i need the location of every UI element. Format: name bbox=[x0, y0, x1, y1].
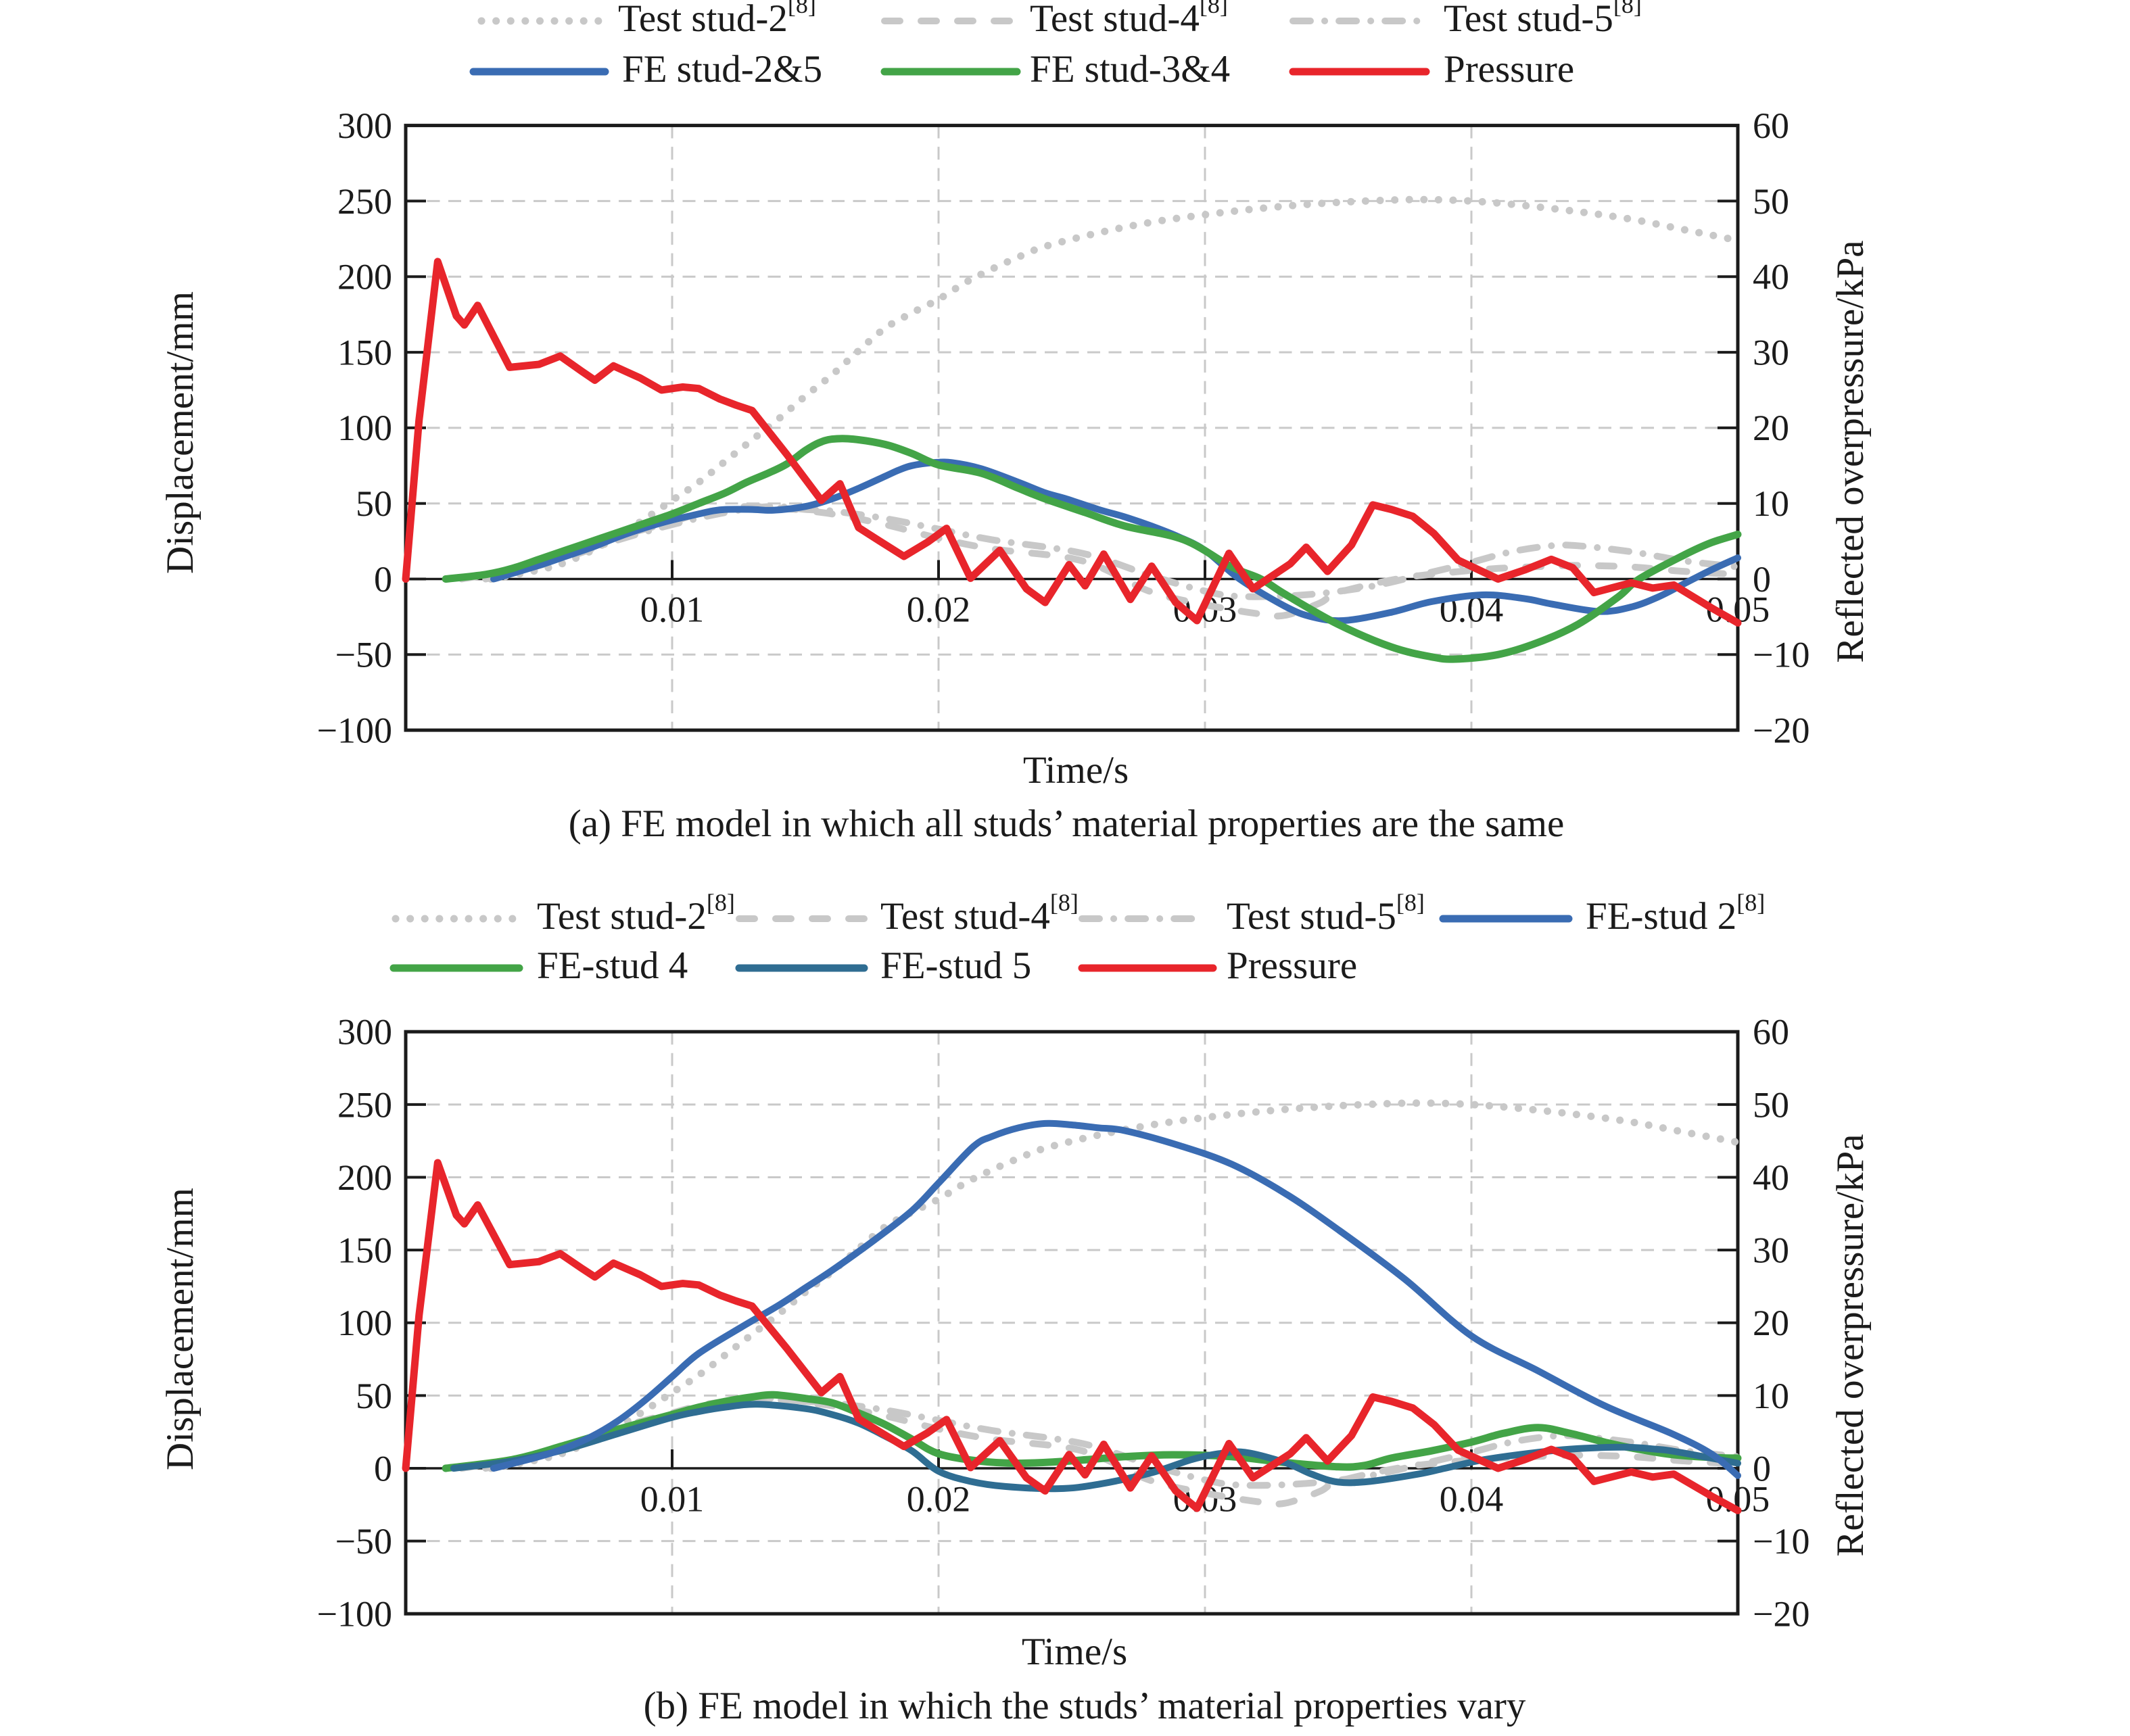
svg-text:Reflected overpressure/kPa: Reflected overpressure/kPa bbox=[1829, 240, 1872, 662]
svg-text:100: 100 bbox=[337, 408, 392, 448]
svg-text:−50: −50 bbox=[335, 1521, 392, 1562]
svg-text:Test stud-5[8]: Test stud-5[8] bbox=[1227, 889, 1425, 938]
svg-text:0: 0 bbox=[374, 559, 392, 600]
svg-text:−100: −100 bbox=[317, 1594, 392, 1635]
svg-text:Reflected overpressure/kPa: Reflected overpressure/kPa bbox=[1829, 1134, 1872, 1556]
svg-text:100: 100 bbox=[337, 1303, 392, 1343]
svg-text:Pressure: Pressure bbox=[1444, 48, 1574, 91]
svg-text:Test stud-4[8]: Test stud-4[8] bbox=[880, 889, 1079, 938]
svg-text:FE stud-2&5: FE stud-2&5 bbox=[622, 48, 822, 91]
svg-text:FE-stud 2[8]: FE-stud 2[8] bbox=[1586, 889, 1765, 938]
svg-text:−10: −10 bbox=[1753, 1521, 1809, 1562]
svg-text:Test stud-2[8]: Test stud-2[8] bbox=[537, 889, 735, 938]
svg-text:150: 150 bbox=[337, 332, 392, 372]
svg-text:0: 0 bbox=[1753, 1448, 1771, 1489]
svg-text:Pressure: Pressure bbox=[1227, 944, 1357, 987]
svg-text:FE-stud 5: FE-stud 5 bbox=[880, 944, 1031, 987]
svg-text:0.04: 0.04 bbox=[1440, 1478, 1504, 1519]
svg-text:−10: −10 bbox=[1753, 635, 1809, 675]
svg-text:FE-stud 4: FE-stud 4 bbox=[537, 944, 688, 987]
svg-text:(a) FE model in which all stud: (a) FE model in which all studs’ materia… bbox=[569, 802, 1565, 845]
svg-text:Time/s: Time/s bbox=[1023, 749, 1129, 792]
svg-text:10: 10 bbox=[1753, 483, 1789, 524]
svg-text:0: 0 bbox=[374, 1448, 392, 1489]
svg-text:Time/s: Time/s bbox=[1022, 1631, 1127, 1673]
svg-text:Test stud-2[8]: Test stud-2[8] bbox=[618, 0, 816, 40]
svg-text:−20: −20 bbox=[1753, 1594, 1809, 1635]
svg-text:50: 50 bbox=[356, 483, 392, 524]
svg-text:Displacement/mm: Displacement/mm bbox=[159, 291, 202, 574]
svg-text:0.01: 0.01 bbox=[640, 1478, 705, 1519]
svg-text:250: 250 bbox=[337, 1084, 392, 1125]
svg-text:20: 20 bbox=[1753, 1303, 1789, 1343]
svg-text:0.02: 0.02 bbox=[907, 589, 971, 629]
svg-text:0: 0 bbox=[1753, 559, 1771, 600]
svg-text:30: 30 bbox=[1753, 1230, 1789, 1271]
svg-text:300: 300 bbox=[337, 1012, 392, 1053]
svg-text:−50: −50 bbox=[335, 635, 392, 675]
svg-text:−20: −20 bbox=[1753, 710, 1809, 750]
svg-text:FE stud-3&4: FE stud-3&4 bbox=[1030, 48, 1230, 91]
svg-text:60: 60 bbox=[1753, 1012, 1789, 1053]
svg-text:10: 10 bbox=[1753, 1376, 1789, 1416]
svg-text:50: 50 bbox=[1753, 1084, 1789, 1125]
svg-text:60: 60 bbox=[1753, 105, 1789, 146]
svg-text:300: 300 bbox=[337, 105, 392, 146]
svg-text:200: 200 bbox=[337, 1157, 392, 1198]
svg-text:50: 50 bbox=[356, 1376, 392, 1416]
svg-text:40: 40 bbox=[1753, 257, 1789, 297]
svg-text:50: 50 bbox=[1753, 181, 1789, 222]
svg-text:20: 20 bbox=[1753, 408, 1789, 448]
svg-text:250: 250 bbox=[337, 181, 392, 222]
svg-text:(b) FE model in which the stud: (b) FE model in which the studs’ materia… bbox=[644, 1685, 1526, 1727]
svg-text:30: 30 bbox=[1753, 332, 1789, 372]
svg-text:Test stud-4[8]: Test stud-4[8] bbox=[1030, 0, 1228, 40]
svg-text:200: 200 bbox=[337, 257, 392, 297]
svg-text:0.01: 0.01 bbox=[640, 589, 705, 629]
svg-text:Test stud-5[8]: Test stud-5[8] bbox=[1444, 0, 1642, 40]
svg-text:−100: −100 bbox=[317, 710, 392, 750]
svg-text:Displacement/mm: Displacement/mm bbox=[159, 1188, 202, 1470]
svg-text:0.02: 0.02 bbox=[907, 1478, 971, 1519]
svg-text:40: 40 bbox=[1753, 1157, 1789, 1198]
svg-text:150: 150 bbox=[337, 1230, 392, 1271]
